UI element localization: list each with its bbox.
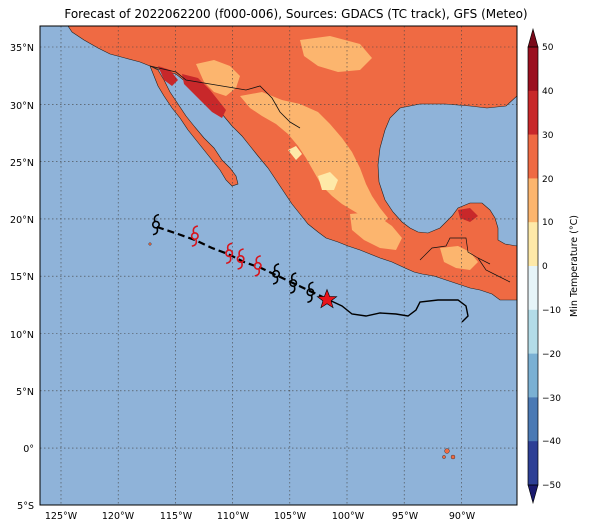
colorbar-ticks: 50 40 30 20 10 0 −10 −20 −30 −40 −50	[542, 43, 561, 491]
colorbar-segment	[528, 134, 538, 179]
lat-tick-label: 20°N	[10, 215, 34, 226]
cyclone-current-position-star	[316, 288, 338, 309]
colorbar-frame	[527, 46, 539, 486]
colorbar-tick-label: −20	[542, 350, 561, 360]
cyclone-symbol-icon	[236, 248, 245, 270]
colorbar-top-extension	[527, 27, 539, 48]
map-panel	[40, 26, 517, 505]
colorbar: 50 40 30 20 10 0 −10 −20 −30 −40 −50 Min…	[527, 27, 580, 505]
colorbar-tick-label: 40	[542, 87, 554, 97]
cyclone-symbol-icon	[151, 213, 160, 236]
lon-tick-label: 120°W	[102, 511, 135, 522]
land-warm-us-south	[300, 36, 372, 72]
colorbar-segment	[528, 441, 538, 486]
cyclone-symbol-icon	[190, 225, 199, 247]
colorbar-tick-label: −40	[542, 437, 561, 447]
cyclone-symbol-icon	[272, 263, 281, 285]
guatemala-border	[419, 237, 491, 265]
colorbar-tick-label: 30	[542, 131, 554, 141]
central-america-border	[477, 257, 511, 283]
land-very-hot-sonora	[182, 74, 226, 118]
land-warm-central-plateau	[240, 92, 388, 224]
lat-tick-label: 5°N	[16, 387, 34, 398]
colorbar-segment	[528, 222, 538, 267]
cyclone-symbol-icon	[289, 272, 298, 294]
lon-tick-label: 115°W	[160, 511, 193, 522]
land-mild-highland-2	[288, 146, 302, 160]
lat-tick-label: 35°N	[10, 43, 34, 54]
galapagos-island-2	[450, 454, 456, 460]
land-very-hot-yucatan	[458, 208, 478, 222]
lat-tick-label: 15°N	[10, 272, 34, 283]
colorbar-tick-label: −50	[542, 481, 561, 491]
colorbar-segment	[528, 90, 538, 135]
us-mexico-border	[149, 65, 301, 129]
cyclone-symbols	[151, 213, 315, 304]
galapagos-island-3	[442, 455, 446, 459]
lon-tick-label: 100°W	[332, 511, 365, 522]
lon-tick-label: 110°W	[217, 511, 250, 522]
colorbar-tick-label: −10	[542, 306, 561, 316]
lon-tick-label: 90°W	[449, 511, 476, 522]
cyclone-observed-track	[326, 298, 469, 323]
lat-tick-label: 5°S	[17, 501, 34, 512]
land-baja-california	[149, 65, 239, 187]
land-mild-highland	[318, 172, 338, 190]
longitude-tick-labels: 125°W 120°W 115°W 110°W 105°W 100°W 95°W…	[45, 511, 476, 522]
cyclone-symbol-icon	[225, 242, 234, 265]
colorbar-segment	[528, 353, 538, 398]
colorbar-label: Min Temperature (°C)	[569, 215, 580, 317]
cyclone-symbol-icon	[306, 281, 315, 304]
lat-tick-label: 25°N	[10, 158, 34, 169]
colorbar-segment	[528, 47, 538, 92]
lon-tick-label: 95°W	[392, 511, 419, 522]
map-title: Forecast of 2022062200 (f000-006), Sourc…	[64, 7, 528, 21]
colorbar-tick-label: 20	[542, 175, 554, 185]
colorbar-segment	[528, 178, 538, 223]
lon-tick-label: 125°W	[45, 511, 78, 522]
colorbar-tick-label: −30	[542, 394, 561, 404]
colorbar-tick-label: 0	[542, 262, 548, 272]
lat-tick-label: 30°N	[10, 101, 34, 112]
colorbar-segment	[528, 309, 538, 354]
colorbar-tick-label: 10	[542, 218, 554, 228]
land-very-hot-baja	[158, 66, 178, 86]
lon-tick-label: 105°W	[274, 511, 307, 522]
colorbar-tick-label: 50	[542, 43, 554, 53]
land-warm-highlands-south	[350, 212, 402, 250]
colorbar-bottom-extension	[527, 484, 539, 505]
map-frame	[39, 25, 518, 506]
colorbar-segment	[528, 266, 538, 311]
galapagos-island-1	[444, 448, 450, 454]
lat-tick-label: 0°	[23, 444, 34, 455]
latitude-tick-labels: 35°N 30°N 25°N 20°N 15°N 10°N 5°N 0° 5°S	[10, 43, 34, 512]
revillagigedo-island	[148, 242, 152, 246]
cyclone-forecast-track	[156, 225, 328, 300]
lat-tick-label: 10°N	[10, 330, 34, 341]
cyclone-symbol-icon	[253, 255, 262, 277]
colorbar-segment	[528, 397, 538, 442]
colorbar-segments	[528, 47, 538, 486]
